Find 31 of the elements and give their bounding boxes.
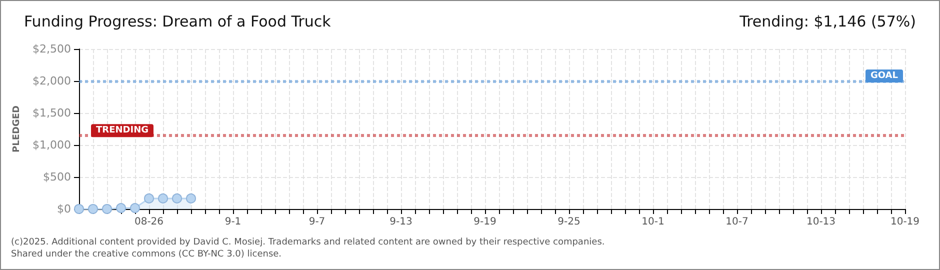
chart-subtitle: Trending: $1,146 (57%) [738,12,916,30]
y-tick-label: $2,000 [32,74,71,88]
x-tick-label: 9-25 [558,216,580,228]
text: (c)2025. Additional content provided by David C. Mosiej. Trademarks and related content are owned by their respective companies. [11,238,605,248]
point [116,203,126,214]
point [102,204,112,214]
y-tick-label: $1,500 [32,106,71,120]
point [158,193,168,204]
x-tick-label: 10-19 [890,216,920,228]
y-tick-label: $1,000 [32,138,71,152]
ref-line-label: TRENDING [96,126,148,136]
x-tick-label: 9-19 [474,216,496,228]
point [130,203,140,214]
x-tick-label: 9-7 [308,216,326,228]
y-axis-title: PLEDGED [12,106,22,152]
x-tick-label: 10-7 [726,216,748,228]
text: Shared under the creative commons (CC BY-NC 3.0) license. [11,250,282,260]
y-tick-label: $500 [43,170,71,184]
y-tick-label: $0 [57,202,71,216]
point [172,193,182,204]
x-tick-label: 9-1 [224,216,242,228]
point [88,204,98,214]
point [144,193,154,204]
chart-title: Funding Progress: Dream of a Food Truck [24,12,332,30]
x-tick-label: 10-1 [642,216,664,228]
x-tick-label: 10-13 [806,216,836,228]
point [186,193,196,204]
ref-line-label: GOAL [870,71,898,81]
x-tick-label: 08-26 [134,216,164,228]
x-tick-label: 9-13 [390,216,412,228]
y-tick-label: $2,500 [32,42,71,56]
